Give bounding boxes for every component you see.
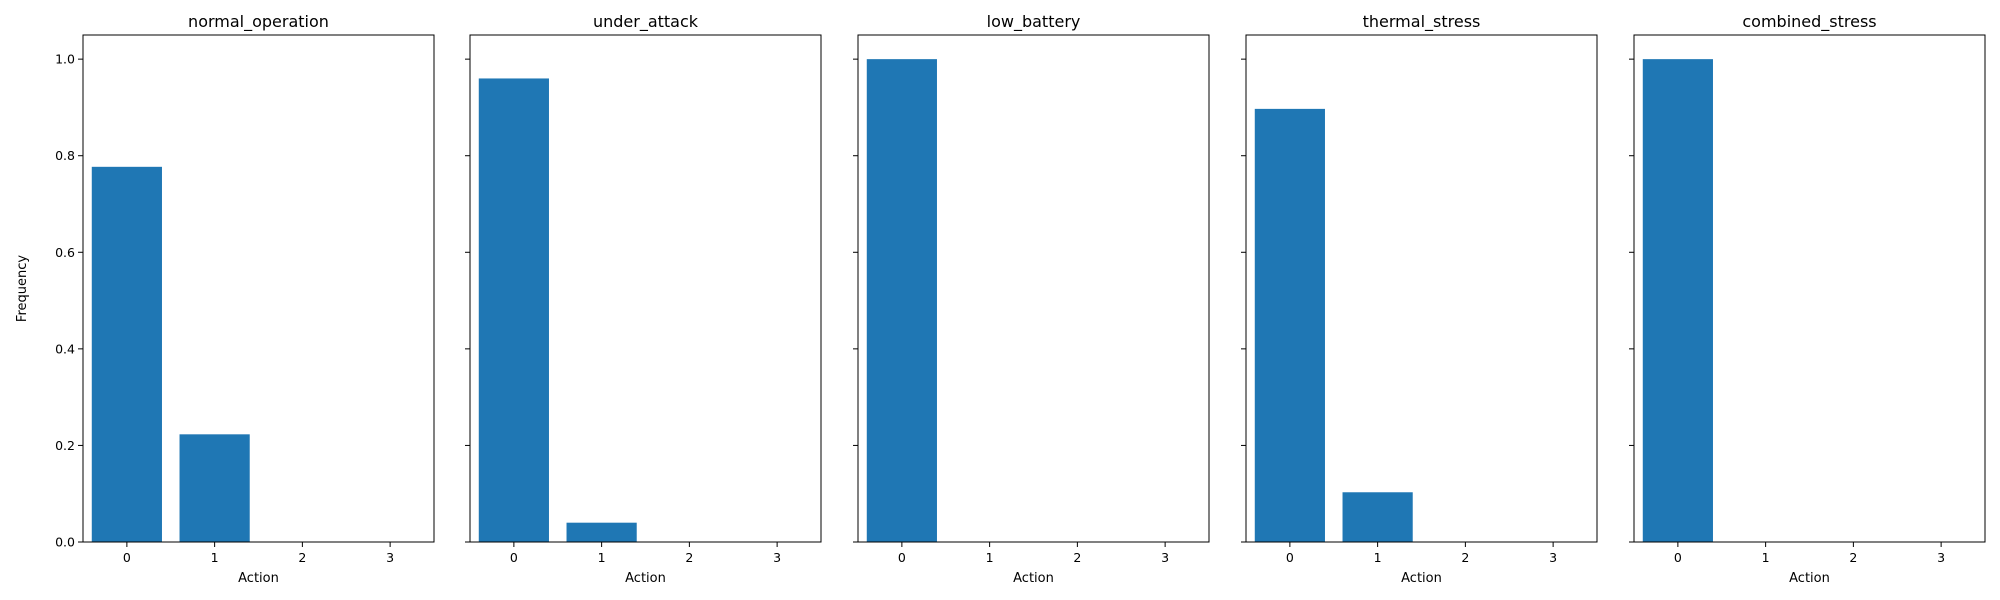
x-axis-label: Action	[1789, 571, 1830, 586]
bar-0	[478, 78, 549, 542]
axes-frame	[1245, 34, 1598, 543]
x-tick-label: 1	[1374, 550, 1382, 565]
panel-title: combined_stress	[1742, 12, 1876, 32]
y-tick-label: 0.0	[55, 535, 75, 550]
x-tick-label: 1	[598, 550, 606, 565]
x-tick-label: 1	[211, 550, 219, 565]
bar-0	[1642, 59, 1713, 543]
y-tick-label: 1.0	[55, 52, 75, 67]
x-tick-label: 0	[123, 550, 131, 565]
y-tick-label: 0.2	[55, 438, 75, 453]
bar-1	[1342, 492, 1413, 542]
axes-frame	[82, 34, 435, 543]
panel-combined-stress: 0 1 2 3 Action combined_stress	[1629, 12, 1986, 586]
x-tick-label: 1	[1762, 550, 1770, 565]
bar-0	[1254, 108, 1325, 543]
y-tick-label: 0.8	[55, 148, 75, 163]
bar-0	[866, 59, 937, 543]
y-tick-label: 0.6	[55, 245, 75, 260]
y-axis-label: Frequency	[15, 255, 30, 322]
x-tick-label: 0	[898, 550, 906, 565]
axes-frame	[1633, 34, 1986, 543]
panel-title: normal_operation	[188, 12, 329, 32]
x-tick-label: 2	[1461, 550, 1469, 565]
x-tick-label: 3	[773, 550, 781, 565]
axes-frame	[857, 34, 1210, 543]
panel-thermal-stress: 0 1 2 3 Action thermal_stress	[1241, 12, 1598, 586]
x-axis-label: Action	[1013, 571, 1054, 586]
x-tick-label: 2	[1073, 550, 1081, 565]
panel-title: under_attack	[593, 12, 699, 32]
x-tick-label: 0	[1674, 550, 1682, 565]
x-tick-label: 2	[685, 550, 693, 565]
panel-title: thermal_stress	[1363, 12, 1481, 32]
x-tick-label: 1	[986, 550, 994, 565]
x-tick-label: 3	[1937, 550, 1945, 565]
axes-frame	[469, 34, 822, 543]
bar-1	[566, 522, 637, 542]
x-tick-label: 3	[1549, 550, 1557, 565]
bar-0	[91, 166, 162, 542]
panel-title: low_battery	[987, 12, 1081, 32]
x-axis-label: Action	[625, 571, 666, 586]
y-tick-label: 0.4	[55, 341, 75, 356]
x-tick-label: 2	[1849, 550, 1857, 565]
x-tick-label: 3	[386, 550, 394, 565]
x-tick-label: 2	[298, 550, 306, 565]
panel-low-battery: 0 1 2 3 Action low_battery	[853, 12, 1210, 586]
x-tick-label: 0	[510, 550, 518, 565]
x-tick-label: 3	[1161, 550, 1169, 565]
x-axis-label: Action	[238, 571, 279, 586]
panel-normal-operation: 0.0 0.2 0.4 0.6 0.8 1.0 0 1 2 3 Action normal_opera…	[55, 12, 435, 586]
bar-1	[179, 434, 250, 542]
x-axis-label: Action	[1401, 571, 1442, 586]
panel-under-attack: 0 1 2 3 Action under_attack	[465, 12, 822, 586]
x-tick-label: 0	[1286, 550, 1294, 565]
